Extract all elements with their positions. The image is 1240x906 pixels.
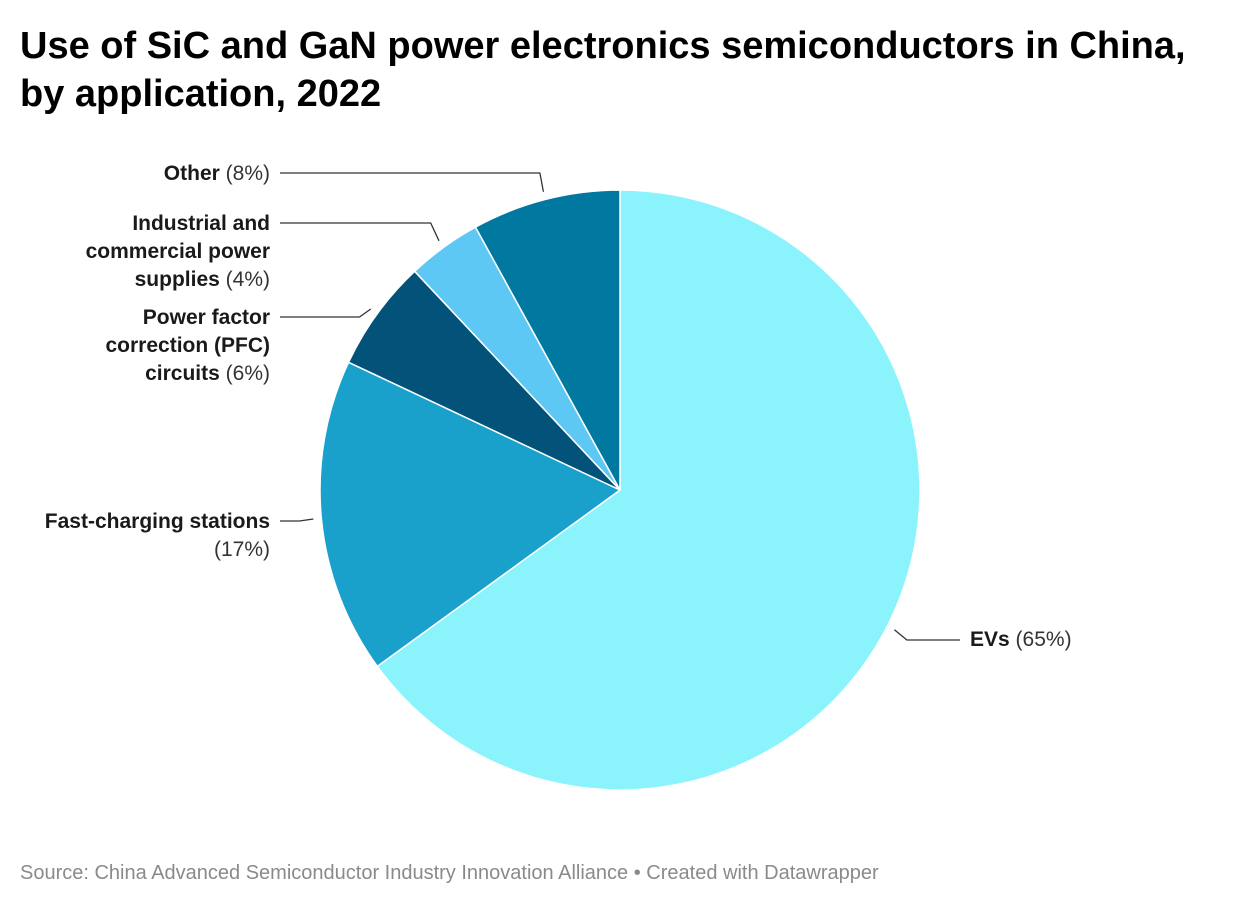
footer-separator: • <box>633 862 641 884</box>
label-industrial-value: (4%) <box>225 268 270 291</box>
chart-title: Use of SiC and GaN power electronics sem… <box>20 25 1186 115</box>
label-fast-charging-value: (17%) <box>213 538 270 561</box>
leader-other <box>280 172 545 192</box>
footer: Source: China Advanced Semiconductor Ind… <box>20 860 879 886</box>
leader-industrial <box>280 222 440 242</box>
label-other: Other (8%) <box>40 160 270 188</box>
label-other-value: (8%) <box>225 162 270 185</box>
label-evs-value: (65%) <box>1015 628 1072 651</box>
label-pfc-name: Power factor correction (PFC) circuits <box>105 306 270 385</box>
label-pfc-value: (6%) <box>225 362 270 385</box>
label-fast-charging: Fast-charging stations (17%) <box>0 508 270 564</box>
credit-text: Created with Datawrapper <box>646 862 879 884</box>
label-evs-name: EVs <box>970 628 1010 651</box>
source-text: Source: China Advanced Semiconductor Ind… <box>20 862 629 884</box>
leader-lines <box>280 172 960 641</box>
label-industrial: Industrial and commercial power supplies… <box>40 210 270 294</box>
slice-other <box>474 189 621 491</box>
label-industrial-name: Industrial and commercial power supplies <box>85 212 270 291</box>
slice-evs <box>376 189 921 791</box>
slice-fast-charging <box>319 361 622 668</box>
label-pfc: Power factor correction (PFC) circuits (… <box>40 304 270 388</box>
label-evs: EVs (65%) <box>970 626 1072 654</box>
leader-fast-charging <box>280 518 314 522</box>
pie-slices <box>319 189 921 791</box>
leader-pfc <box>280 308 372 318</box>
label-fast-charging-name: Fast-charging stations <box>44 510 270 533</box>
label-other-name: Other <box>163 162 220 185</box>
leader-evs <box>893 629 960 641</box>
